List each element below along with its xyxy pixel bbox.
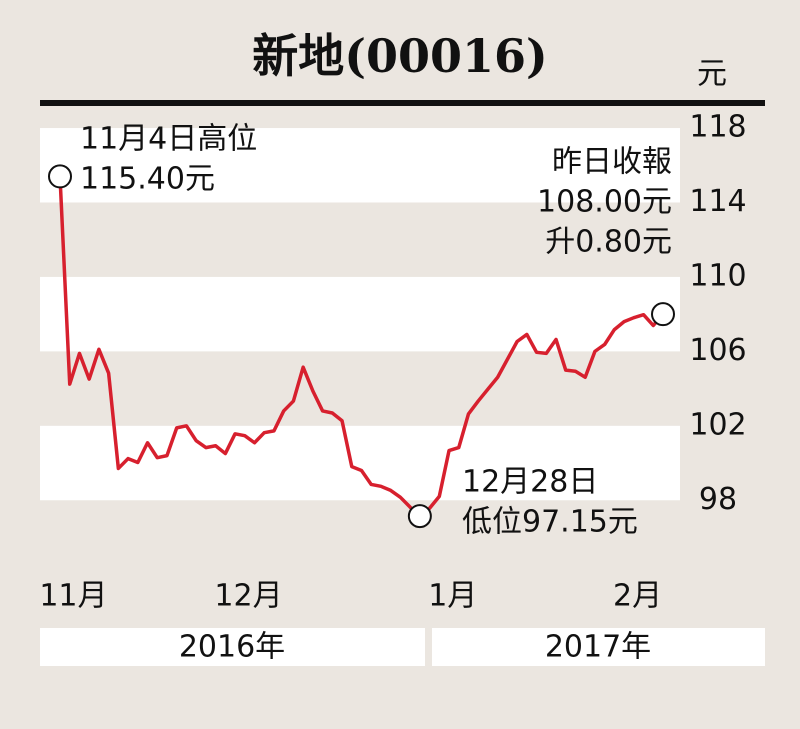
- annotation: 昨日收報: [552, 145, 672, 180]
- y-tick-label: 102: [689, 407, 746, 442]
- x-tick-label: 2月: [613, 579, 662, 614]
- x-tick-label: 11月: [39, 579, 107, 614]
- grid-band: [40, 128, 680, 203]
- point-marker: [651, 302, 675, 327]
- annotation: 115.40元: [80, 162, 215, 197]
- y-tick-label: 114: [689, 184, 746, 219]
- x-tick-label: 12月: [214, 579, 282, 614]
- annotation: 11月4日高位: [80, 122, 257, 157]
- grid-band: [40, 425, 680, 501]
- y-tick-label: 106: [689, 333, 746, 368]
- annotation: 低位97.15元: [462, 505, 638, 540]
- y-tick-label: 110: [689, 258, 746, 293]
- grid-band: [40, 276, 680, 352]
- year-label: 2016年: [179, 630, 285, 665]
- y-unit: 元: [697, 57, 727, 92]
- chart-title: 新地(00016): [252, 29, 548, 83]
- price-line: [58, 176, 665, 518]
- annotation: 12月28日: [462, 465, 598, 500]
- point-marker: [48, 164, 72, 189]
- y-tick-label: 98: [699, 482, 737, 517]
- annotation: 108.00元: [537, 185, 672, 220]
- year-box: [40, 628, 425, 666]
- year-label: 2017年: [545, 630, 651, 665]
- y-tick-label: 118: [689, 110, 746, 145]
- point-marker: [407, 504, 432, 529]
- title-rule: [40, 100, 765, 106]
- annotation: 升0.80元: [545, 225, 672, 260]
- year-box: [432, 628, 765, 666]
- x-tick-label: 1月: [428, 579, 477, 614]
